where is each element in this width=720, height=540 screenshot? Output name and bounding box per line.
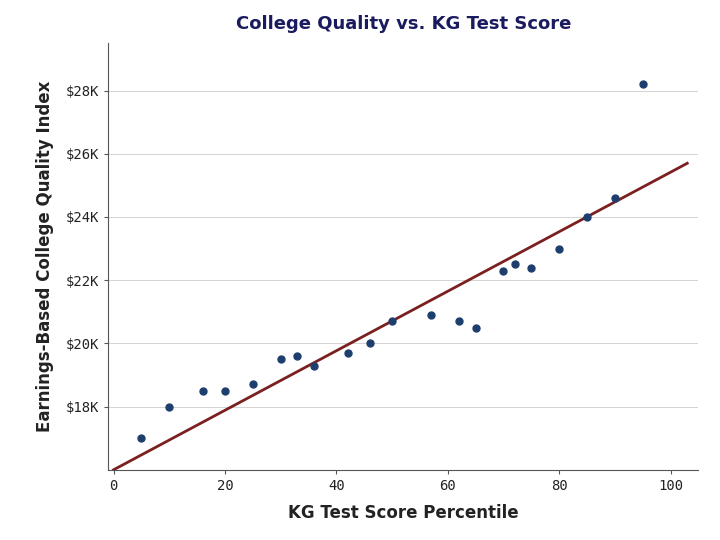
Point xyxy=(135,434,147,442)
Point xyxy=(453,317,464,326)
Point xyxy=(581,213,593,221)
Point xyxy=(498,266,509,275)
Y-axis label: Earnings-Based College Quality Index: Earnings-Based College Quality Index xyxy=(37,81,55,432)
Point xyxy=(426,310,437,319)
Point xyxy=(219,387,230,395)
Point xyxy=(308,361,320,370)
Point xyxy=(387,317,398,326)
Title: College Quality vs. KG Test Score: College Quality vs. KG Test Score xyxy=(235,15,571,33)
Point xyxy=(163,402,175,411)
Point xyxy=(364,339,376,348)
Point xyxy=(637,80,649,89)
Point xyxy=(509,260,521,269)
Point xyxy=(197,387,209,395)
Point xyxy=(554,244,565,253)
Point xyxy=(526,263,537,272)
Point xyxy=(342,348,354,357)
Point xyxy=(275,355,287,363)
Point xyxy=(609,194,621,202)
Point xyxy=(247,380,258,389)
Point xyxy=(292,352,303,360)
Point xyxy=(470,323,482,332)
X-axis label: KG Test Score Percentile: KG Test Score Percentile xyxy=(288,504,518,522)
